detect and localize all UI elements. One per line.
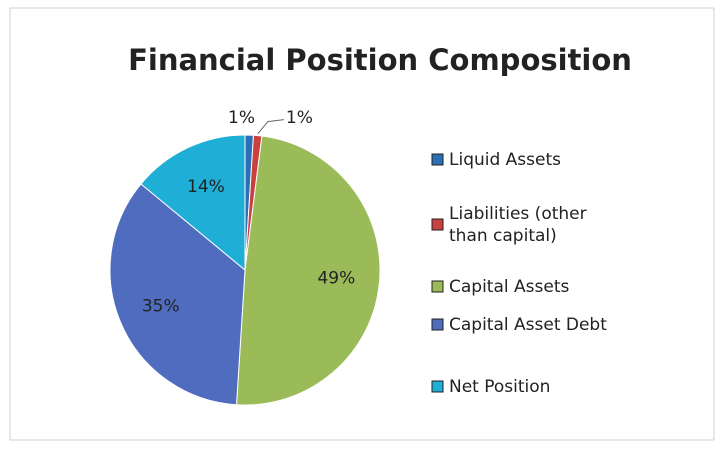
legend-swatch [431,318,444,331]
leader-line [257,119,284,134]
legend-label: Capital Assets [449,277,569,297]
legend-label: Liquid Assets [449,150,561,170]
legend-swatch [431,153,444,166]
pie-slice [235,135,381,406]
legend-swatch [431,380,444,393]
legend-label: Capital Asset Debt [449,315,607,335]
chart-title: Financial Position Composition [128,43,632,77]
legend-swatch [431,218,444,231]
legend-label: Net Position [449,377,550,397]
data-label: 49% [317,269,355,289]
data-label: 1% [286,108,313,128]
pie-slice [140,134,246,272]
data-label: 14% [187,177,225,197]
legend-swatch [431,280,444,293]
data-label: 35% [142,296,180,316]
data-label: 1% [228,108,255,128]
pie-slice [109,183,246,406]
legend-label: Liabilities (other than capital) [449,204,587,246]
